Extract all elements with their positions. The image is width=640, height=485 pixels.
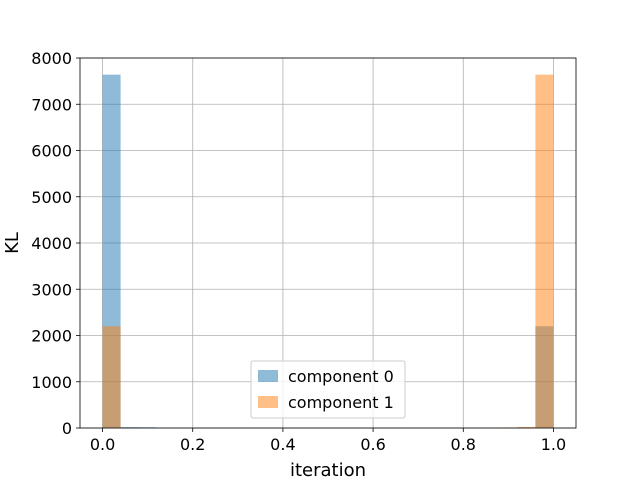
legend-box	[250, 360, 406, 419]
x-tick-label: 0.8	[451, 435, 476, 454]
legend-label-component-0: component 0	[288, 367, 394, 386]
y-tick-label: 2000	[31, 327, 72, 346]
legend-swatch-component-1	[258, 396, 278, 408]
x-axis-title: iteration	[290, 460, 366, 480]
y-axis-title: KL	[2, 232, 23, 254]
legend-label-component-1: component 1	[288, 393, 394, 412]
y-tick-label: 5000	[31, 188, 72, 207]
y-tick-label: 6000	[31, 142, 72, 161]
x-tick-label: 0.4	[270, 435, 295, 454]
legend-swatch-component-0	[258, 370, 278, 382]
y-tick-label: 3000	[31, 280, 72, 299]
y-axis-ticks: 0 1000 2000 3000 4000 5000 6000 7000 8000	[31, 49, 80, 438]
y-tick-label: 1000	[31, 373, 72, 392]
histogram-bars	[102, 74, 554, 429]
y-tick-label: 7000	[31, 95, 72, 114]
x-tick-label: 1.0	[541, 435, 566, 454]
bar-component-1	[102, 326, 121, 428]
x-tick-label: 0.2	[180, 435, 205, 454]
bar-component-1	[535, 74, 554, 429]
x-axis-ticks: 0.0 0.2 0.4 0.6 0.8 1.0	[90, 428, 566, 454]
y-tick-label: 8000	[31, 49, 72, 68]
y-tick-label: 0	[62, 419, 72, 438]
y-tick-label: 4000	[31, 234, 72, 253]
x-tick-label: 0.0	[90, 435, 115, 454]
bar-component-1	[517, 426, 536, 428]
x-tick-label: 0.6	[360, 435, 385, 454]
bar-component-0	[120, 427, 139, 428]
legend: component 0 component 1	[250, 360, 406, 419]
